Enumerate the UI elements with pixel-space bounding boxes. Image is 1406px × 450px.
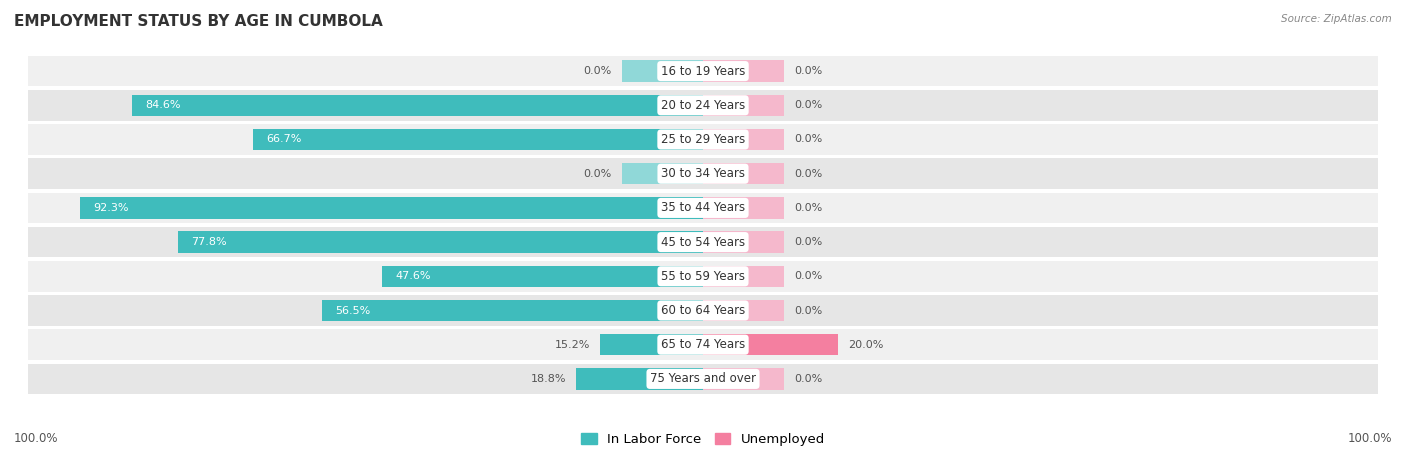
Text: 0.0%: 0.0% <box>794 100 823 110</box>
Text: 84.6%: 84.6% <box>146 100 181 110</box>
Text: 0.0%: 0.0% <box>794 374 823 384</box>
Text: 15.2%: 15.2% <box>555 340 591 350</box>
Bar <box>28 364 1378 394</box>
Text: 92.3%: 92.3% <box>94 203 129 213</box>
Text: 65 to 74 Years: 65 to 74 Years <box>661 338 745 351</box>
Bar <box>132 94 703 116</box>
Text: 20 to 24 Years: 20 to 24 Years <box>661 99 745 112</box>
Text: 0.0%: 0.0% <box>583 66 612 76</box>
Bar <box>322 300 703 321</box>
Bar <box>28 261 1378 292</box>
Bar <box>28 56 1378 86</box>
Text: 77.8%: 77.8% <box>191 237 226 247</box>
Bar <box>28 158 1378 189</box>
Text: 0.0%: 0.0% <box>794 135 823 144</box>
Text: 100.0%: 100.0% <box>1347 432 1392 445</box>
Bar <box>80 197 703 219</box>
Bar <box>179 231 703 253</box>
Text: 0.0%: 0.0% <box>583 169 612 179</box>
Text: EMPLOYMENT STATUS BY AGE IN CUMBOLA: EMPLOYMENT STATUS BY AGE IN CUMBOLA <box>14 14 382 28</box>
Text: 25 to 29 Years: 25 to 29 Years <box>661 133 745 146</box>
Bar <box>28 193 1378 223</box>
Text: 0.0%: 0.0% <box>794 66 823 76</box>
Bar <box>703 266 785 287</box>
Bar <box>703 129 785 150</box>
Bar <box>703 94 785 116</box>
Text: 100.0%: 100.0% <box>14 432 59 445</box>
Bar <box>600 334 703 356</box>
Text: 20.0%: 20.0% <box>848 340 883 350</box>
Bar <box>703 163 785 184</box>
Text: 45 to 54 Years: 45 to 54 Years <box>661 236 745 248</box>
Text: 0.0%: 0.0% <box>794 306 823 315</box>
Bar <box>28 124 1378 155</box>
Bar <box>28 295 1378 326</box>
Text: 0.0%: 0.0% <box>794 237 823 247</box>
Bar <box>703 334 838 356</box>
Text: 16 to 19 Years: 16 to 19 Years <box>661 65 745 77</box>
Bar <box>28 329 1378 360</box>
Text: 0.0%: 0.0% <box>794 169 823 179</box>
Text: 18.8%: 18.8% <box>530 374 567 384</box>
Bar <box>703 197 785 219</box>
Text: 35 to 44 Years: 35 to 44 Years <box>661 202 745 214</box>
Text: 0.0%: 0.0% <box>794 271 823 281</box>
Text: 56.5%: 56.5% <box>335 306 370 315</box>
Bar <box>621 60 703 82</box>
Text: 55 to 59 Years: 55 to 59 Years <box>661 270 745 283</box>
Bar <box>621 163 703 184</box>
Bar <box>703 231 785 253</box>
Text: 0.0%: 0.0% <box>794 203 823 213</box>
Text: 66.7%: 66.7% <box>266 135 302 144</box>
Bar <box>703 368 785 390</box>
Text: 30 to 34 Years: 30 to 34 Years <box>661 167 745 180</box>
Text: 60 to 64 Years: 60 to 64 Years <box>661 304 745 317</box>
Bar <box>28 227 1378 257</box>
Text: Source: ZipAtlas.com: Source: ZipAtlas.com <box>1281 14 1392 23</box>
Text: 75 Years and over: 75 Years and over <box>650 373 756 385</box>
Bar <box>382 266 703 287</box>
Bar <box>253 129 703 150</box>
Bar <box>703 60 785 82</box>
Bar <box>703 300 785 321</box>
Bar <box>576 368 703 390</box>
Text: 47.6%: 47.6% <box>395 271 430 281</box>
Legend: In Labor Force, Unemployed: In Labor Force, Unemployed <box>575 428 831 450</box>
Bar <box>28 90 1378 121</box>
